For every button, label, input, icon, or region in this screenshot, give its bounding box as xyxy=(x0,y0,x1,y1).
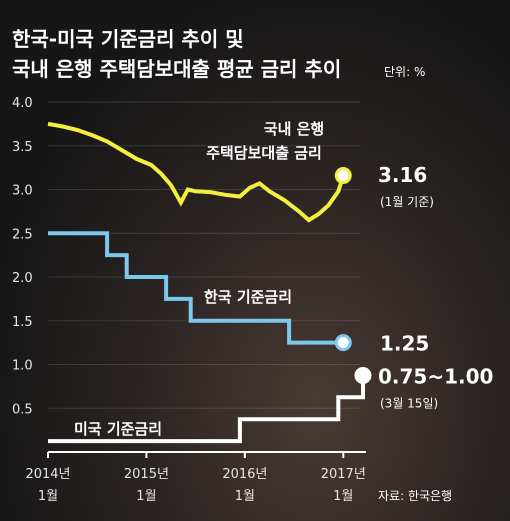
us-end-marker xyxy=(354,366,372,384)
korea-end-marker xyxy=(334,334,352,352)
x-tick-year: 2014년 xyxy=(25,467,70,482)
unit-label: 단위: % xyxy=(384,65,425,79)
x-tick-month: 1월 xyxy=(333,489,353,504)
series-line-korea xyxy=(48,231,344,345)
korea-end-value: 1.25 xyxy=(380,332,429,356)
mortgage-series-label-2: 주택담보대출 금리 xyxy=(206,144,322,162)
mortgage-end-value: 3.16 xyxy=(378,163,427,187)
us-end-value: 0.75~1.00 xyxy=(378,364,493,388)
us-series-label: 미국 기준금리 xyxy=(74,420,162,438)
korea-series-label: 한국 기준금리 xyxy=(204,288,292,306)
source-label: 자료: 한국은행 xyxy=(378,488,452,503)
us-end-note: (3월 15일) xyxy=(380,396,438,410)
y-tick-label: 3.0 xyxy=(12,184,33,199)
y-tick-label: 2.0 xyxy=(12,271,33,286)
y-tick-label: 0.5 xyxy=(12,402,33,417)
y-tick-label: 3.5 xyxy=(12,140,33,155)
mortgage-end-marker xyxy=(334,167,352,184)
x-tick-year: 2016년 xyxy=(222,467,267,482)
x-tick-month: 1월 xyxy=(235,489,255,504)
series-line-us xyxy=(48,375,365,444)
mortgage-series-label-1: 국내 은행 xyxy=(264,120,324,138)
series-line-mortgage xyxy=(47,121,346,223)
y-tick-label: 1.0 xyxy=(12,359,33,374)
x-tick-year: 2015년 xyxy=(124,467,169,482)
y-tick-label: 1.5 xyxy=(12,315,33,330)
x-tick-month: 1월 xyxy=(38,489,58,504)
chart-title-line2: 국내 은행 주택담보대출 평균 금리 추이 xyxy=(12,57,341,81)
chart-title-line1: 한국-미국 기준금리 추이 및 xyxy=(12,27,244,51)
x-tick-month: 1월 xyxy=(136,489,156,504)
y-tick-label: 4.0 xyxy=(12,96,33,111)
y-tick-label: 2.5 xyxy=(12,227,33,242)
mortgage-end-note: (1월 기준) xyxy=(380,195,434,209)
x-tick-year: 2017년 xyxy=(321,467,366,482)
